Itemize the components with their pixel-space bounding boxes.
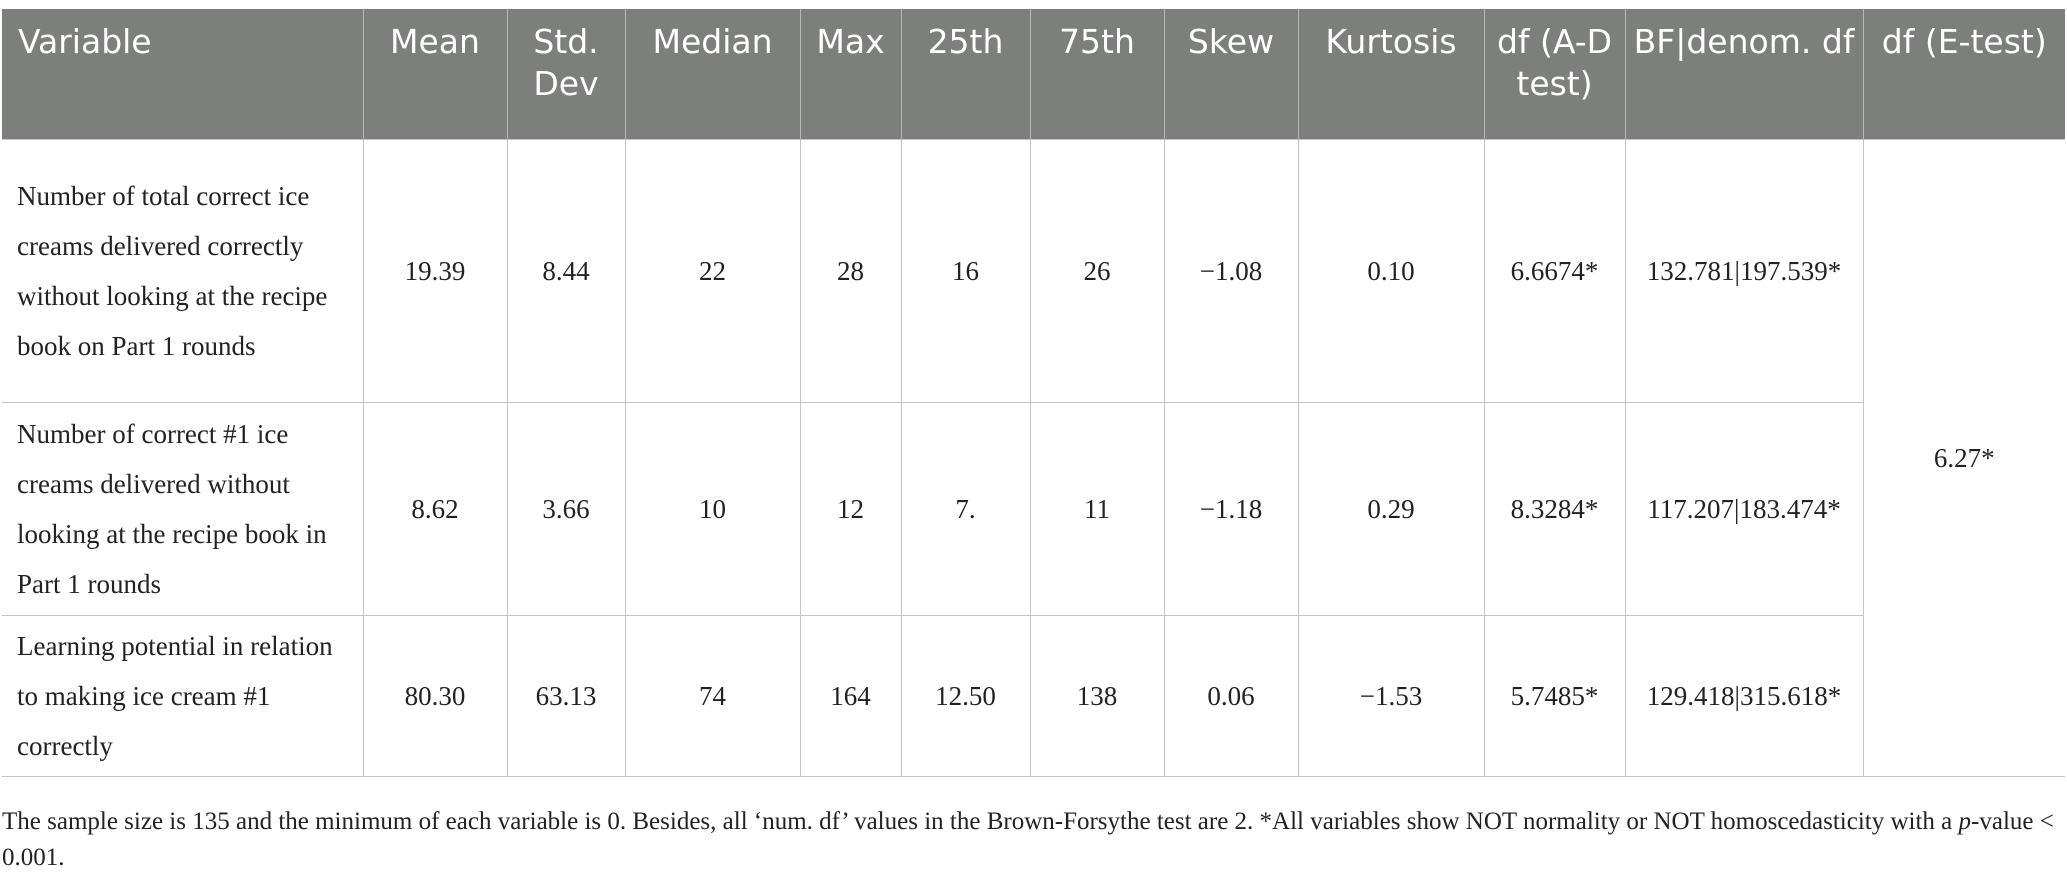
header-25th: 25th — [900, 9, 1030, 139]
header-row: Variable Mean Std. Dev Median Max 25th 7… — [2, 9, 2065, 139]
cell-kurtosis: −1.53 — [1297, 614, 1485, 777]
cell-bf-denom-df: 132.781|197.539* — [1624, 138, 1864, 403]
cell-bf-denom-df: 129.418|315.618* — [1624, 614, 1863, 777]
cell-variable: Number of total correct ice creams deliv… — [2, 138, 364, 403]
cell-median: 74 — [624, 614, 801, 777]
table-footnote: The sample size is 135 and the minimum o… — [2, 804, 2062, 876]
cell-variable: Number of correct #1 ice creams delivere… — [2, 401, 364, 616]
table-row: Number of total correct ice creams deliv… — [2, 138, 2065, 777]
cell-std-dev: 63.13 — [506, 614, 626, 777]
cell-skew: −1.18 — [1163, 401, 1299, 616]
cell-mean: 80.30 — [362, 614, 508, 777]
cell-25th: 16 — [900, 138, 1031, 403]
cell-bf-denom-df: 117.207|183.474* — [1624, 401, 1863, 616]
cell-75th: 26 — [1029, 138, 1165, 403]
footnote-text-end: -value < 0.001. — [2, 808, 2054, 871]
cell-skew: 0.06 — [1163, 614, 1299, 777]
header-mean: Mean — [362, 9, 507, 139]
table-row: Number of correct #1 ice creams delivere… — [2, 401, 2065, 616]
cell-skew: −1.08 — [1163, 138, 1299, 403]
header-df-ad-test: df (A-D test) — [1483, 9, 1625, 139]
cell-std-dev: 3.66 — [506, 401, 626, 616]
cell-max: 12 — [799, 401, 902, 616]
cell-25th: 12.50 — [900, 614, 1031, 777]
header-kurtosis: Kurtosis — [1297, 9, 1484, 139]
cell-kurtosis: 0.29 — [1297, 401, 1485, 616]
footnote-p-label: p — [1958, 808, 1972, 835]
header-75th: 75th — [1029, 9, 1164, 139]
cell-kurtosis: 0.10 — [1297, 138, 1485, 403]
header-bf-denom-df: BF|denom. df — [1624, 9, 1863, 139]
cell-df-e-test: 6.27* — [1862, 138, 2065, 777]
header-df-e-test: df (E-test) — [1862, 9, 2065, 139]
cell-df-ad-test: 5.7485* — [1483, 614, 1626, 777]
header-max: Max — [799, 9, 901, 139]
cell-75th: 11 — [1029, 401, 1165, 616]
cell-median: 22 — [624, 138, 801, 403]
header-skew: Skew — [1163, 9, 1298, 139]
cell-max: 164 — [799, 614, 902, 777]
cell-75th: 138 — [1029, 614, 1165, 777]
header-variable: Variable — [2, 9, 363, 139]
cell-25th: 7. — [900, 401, 1031, 616]
cell-median: 10 — [624, 401, 801, 616]
cell-max: 28 — [799, 138, 902, 403]
statistics-table: Variable Mean Std. Dev Median Max 25th 7… — [2, 9, 2065, 777]
cell-variable: Learning potential in relation to making… — [2, 614, 364, 777]
table-row: Learning potential in relation to making… — [2, 614, 2065, 777]
cell-mean: 8.62 — [362, 401, 508, 616]
cell-std-dev: 8.44 — [506, 138, 626, 403]
header-std-dev: Std. Dev — [506, 9, 625, 139]
header-median: Median — [624, 9, 800, 139]
cell-df-ad-test: 6.6674* — [1483, 138, 1626, 403]
cell-mean: 19.39 — [362, 138, 508, 403]
footnote-text: The sample size is 135 and the minimum o… — [2, 808, 1959, 835]
cell-df-ad-test: 8.3284* — [1483, 401, 1626, 616]
